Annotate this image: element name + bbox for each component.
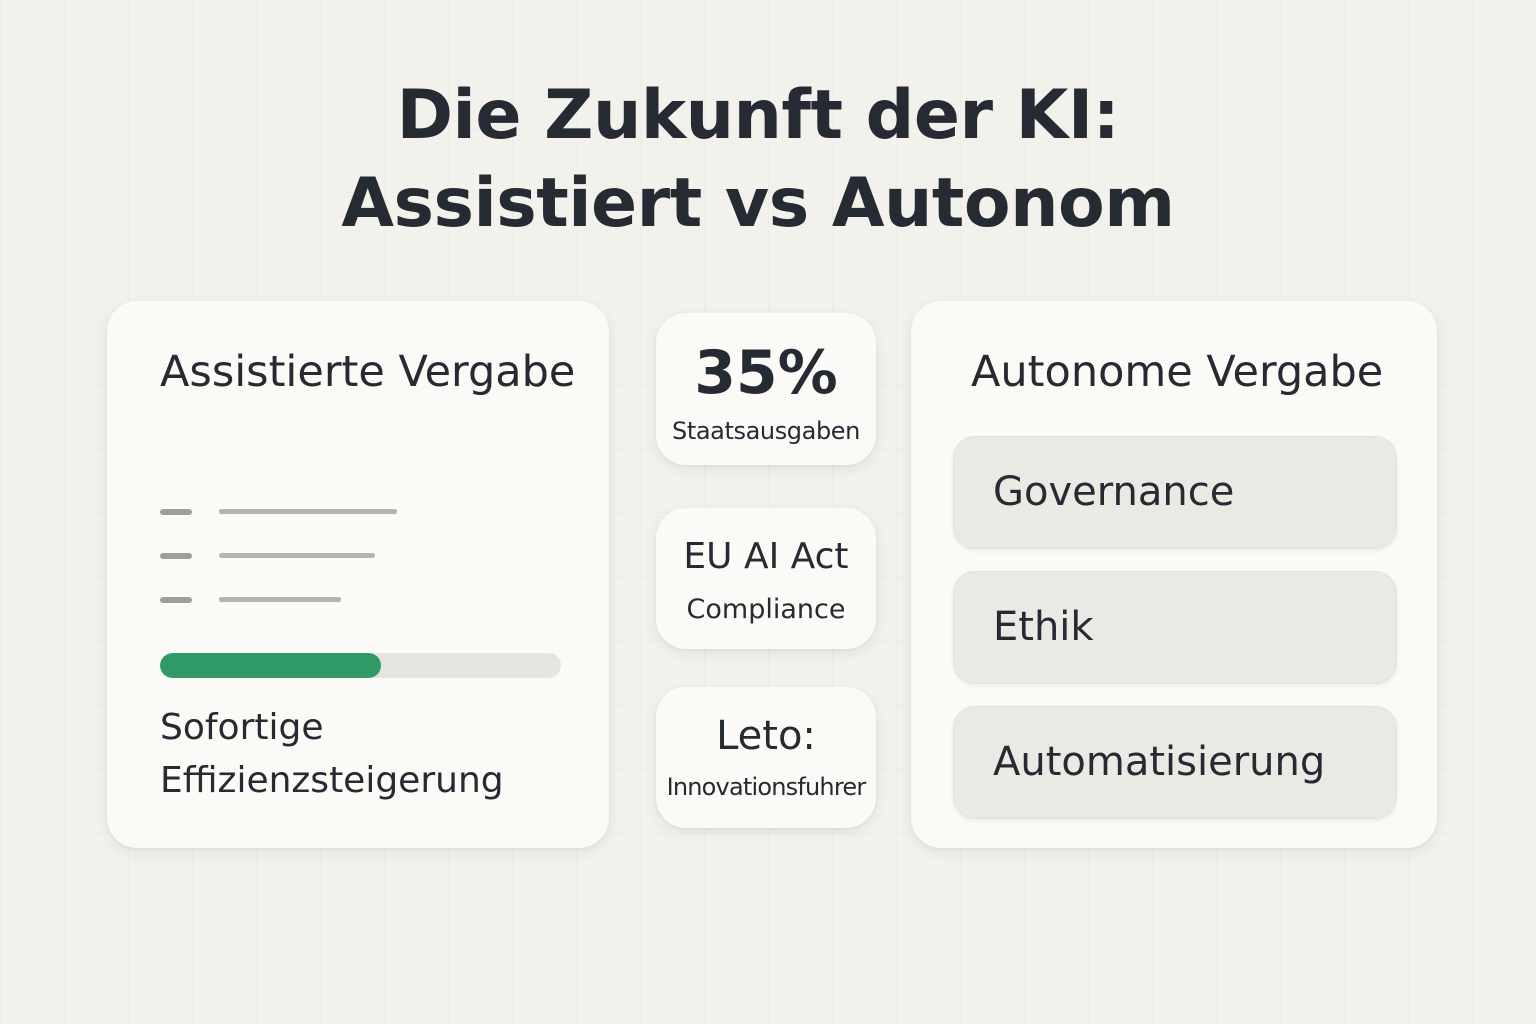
placeholder-text-line xyxy=(219,597,341,602)
placeholder-text-line xyxy=(219,509,397,514)
pillar-automation: Automatisierung xyxy=(953,706,1397,819)
autonomous-procurement-card: Autonome Vergabe Governance Ethik Automa… xyxy=(911,301,1437,848)
progress-fill xyxy=(160,653,381,678)
eu-ai-act-title: EU AI Act xyxy=(683,536,849,577)
title-line-1: Die Zukunft der KI: xyxy=(396,76,1120,155)
placeholder-text-line xyxy=(219,553,375,558)
pillar-label: Governance xyxy=(993,469,1235,515)
eu-ai-act-card: EU AI Act Compliance xyxy=(656,508,876,649)
pillar-ethics: Ethik xyxy=(953,571,1397,684)
leto-subtitle: Innovationsfuhrer xyxy=(666,773,867,801)
efficiency-progress-bar xyxy=(160,653,561,678)
leto-title: Leto: xyxy=(716,713,816,759)
leto-card: Leto: Innovationsfuhrer xyxy=(656,687,876,828)
list-bullet-icon xyxy=(160,553,192,559)
assisted-heading: Assistierte Vergabe xyxy=(160,347,576,397)
pillar-governance: Governance xyxy=(953,436,1397,549)
page-title: Die Zukunft der KI: Assistiert vs Autono… xyxy=(0,72,1516,248)
efficiency-caption: Sofortige Effizienzsteigerung xyxy=(160,701,580,807)
spending-label: Staatsausgaben xyxy=(672,417,860,445)
pillar-label: Automatisierung xyxy=(993,739,1326,785)
assisted-procurement-card: Assistierte Vergabe Sofortige Effizienzs… xyxy=(107,301,609,848)
title-line-2: Assistiert vs Autonom xyxy=(341,164,1175,243)
spending-value: 35% xyxy=(694,338,838,408)
autonomous-heading: Autonome Vergabe xyxy=(971,347,1384,397)
list-bullet-icon xyxy=(160,597,192,603)
efficiency-caption-line-1: Sofortige xyxy=(160,707,324,748)
efficiency-caption-line-2: Effizienzsteigerung xyxy=(160,760,504,801)
eu-ai-act-subtitle: Compliance xyxy=(686,594,846,625)
spending-stat-card: 35% Staatsausgaben xyxy=(656,313,876,465)
list-bullet-icon xyxy=(160,509,192,515)
pillar-label: Ethik xyxy=(993,604,1094,650)
